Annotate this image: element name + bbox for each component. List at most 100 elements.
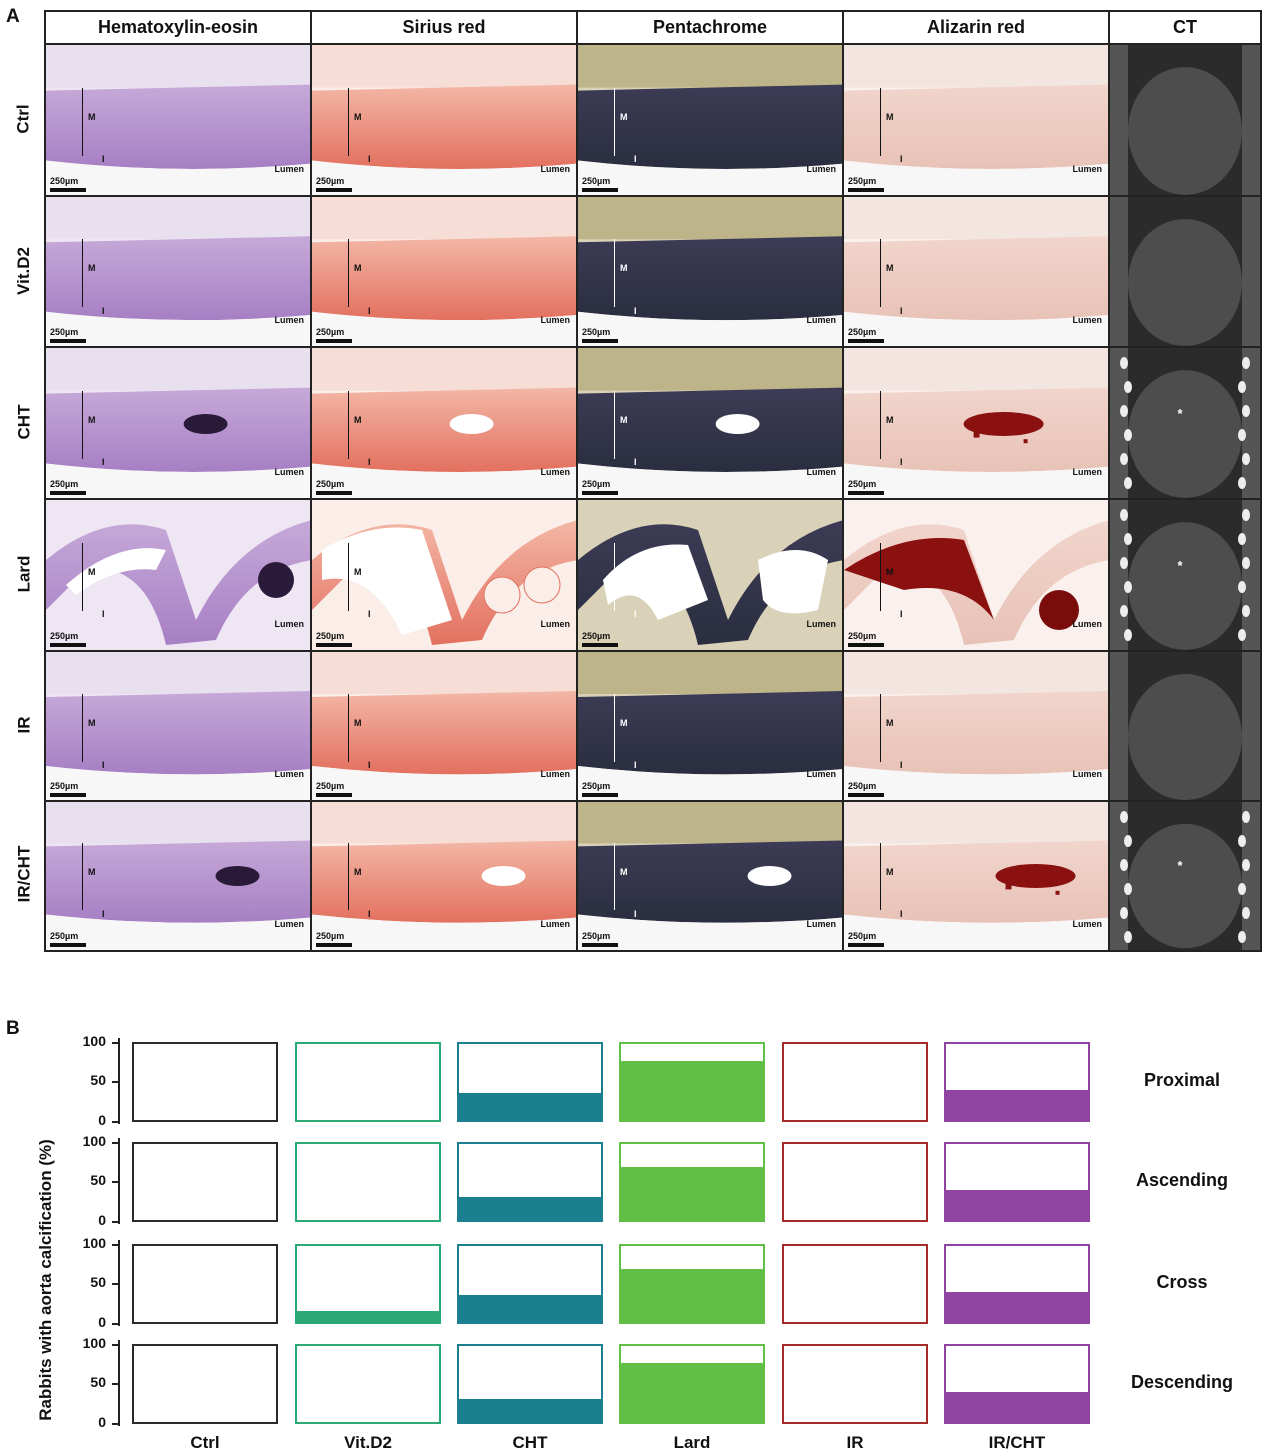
y-tick-label: 100	[82, 1335, 106, 1351]
column-header-3: Alizarin red	[844, 12, 1110, 45]
bar-cross-1	[295, 1244, 441, 1324]
scale-label: 250µm	[50, 631, 79, 641]
scale-bar	[316, 943, 352, 947]
image-3-3: M I Lumen 250µm	[844, 500, 1110, 652]
lumen-label: Lumen	[1072, 919, 1102, 930]
region-label-descending: Descending	[1130, 1372, 1234, 1392]
scale-bar	[50, 188, 86, 192]
bar-fill	[459, 1399, 601, 1422]
image-4-2: M I Lumen 250µm	[578, 652, 844, 802]
calcification-asterisk: *	[1177, 557, 1183, 573]
media-label: M	[88, 867, 96, 878]
scale-bar	[50, 943, 86, 947]
image-2-0: M I Lumen 250µm	[46, 348, 312, 500]
scale-bar	[50, 339, 86, 343]
scale-label: 250µm	[316, 176, 345, 186]
bar-descending-3	[619, 1344, 765, 1424]
calcification-asterisk: *	[1177, 405, 1183, 421]
media-label: M	[620, 111, 628, 122]
y-tick-mark	[112, 1142, 119, 1144]
media-marker	[614, 239, 615, 308]
bar-cross-4	[782, 1244, 928, 1324]
image-0-1: M I Lumen 250µm	[312, 45, 578, 197]
media-label: M	[354, 263, 362, 274]
bar-fill	[621, 1362, 763, 1422]
image-2-3: M I Lumen 250µm	[844, 348, 1110, 500]
image-1-2: M I Lumen 250µm	[578, 197, 844, 348]
image-1-4	[1110, 197, 1260, 348]
lumen-label: Lumen	[1072, 769, 1102, 779]
bar-fill	[459, 1093, 601, 1120]
scale-bar	[582, 643, 618, 647]
media-marker	[614, 542, 615, 611]
bar-fill	[297, 1310, 439, 1322]
bar-proximal-2	[457, 1042, 603, 1122]
scale-bar	[316, 491, 352, 495]
row-header-0: Ctrl	[14, 104, 33, 134]
media-label: M	[354, 718, 362, 728]
media-label: M	[886, 718, 894, 728]
media-label: M	[886, 111, 894, 122]
scale-label: 250µm	[316, 479, 345, 489]
lumen-label: Lumen	[274, 466, 304, 477]
image-5-4: *	[1110, 802, 1260, 950]
intima-label: I	[102, 908, 105, 919]
lumen-label: Lumen	[540, 466, 570, 477]
lumen-label: Lumen	[540, 769, 570, 779]
y-axis-label: Rabbits with aorta calcification (%)	[36, 1139, 55, 1421]
scale-label: 250µm	[848, 327, 877, 337]
bar-descending-0	[132, 1344, 278, 1424]
media-label: M	[886, 566, 894, 577]
bar-fill	[621, 1268, 763, 1322]
media-marker	[614, 843, 615, 911]
scale-bar	[316, 339, 352, 343]
bar-fill	[946, 1189, 1088, 1220]
lumen-label: Lumen	[806, 466, 836, 477]
media-marker	[348, 390, 349, 459]
media-marker	[82, 87, 83, 156]
intima-label: I	[102, 305, 105, 316]
intima-label: I	[368, 154, 371, 165]
media-label: M	[886, 867, 894, 878]
image-1-3: M I Lumen 250µm	[844, 197, 1110, 348]
media-marker	[614, 87, 615, 156]
scale-label: 250µm	[848, 631, 877, 641]
bar-descending-5	[944, 1344, 1090, 1424]
scale-bar	[582, 339, 618, 343]
row-header-5: IR/CHT	[14, 845, 34, 903]
image-0-4	[1110, 45, 1260, 197]
y-tick-mark	[112, 1081, 119, 1083]
scale-label: 250µm	[50, 327, 79, 337]
intima-label: I	[634, 154, 637, 165]
y-tick-label: 0	[98, 1314, 106, 1330]
image-4-0: M I Lumen 250µm	[46, 652, 312, 802]
bar-proximal-3	[619, 1042, 765, 1122]
lumen-label: Lumen	[540, 919, 570, 930]
bar-proximal-4	[782, 1042, 928, 1122]
image-5-0: M I Lumen 250µm	[46, 802, 312, 950]
scale-label: 250µm	[848, 931, 877, 941]
x-category-label: Vit.D2	[344, 1433, 392, 1452]
y-tick-mark	[112, 1121, 119, 1123]
image-5-1: M I Lumen 250µm	[312, 802, 578, 950]
y-tick-label: 0	[98, 1212, 106, 1228]
lumen-label: Lumen	[540, 314, 570, 325]
scale-label: 250µm	[316, 631, 345, 641]
y-tick-label: 0	[98, 1414, 106, 1430]
lumen-label: Lumen	[274, 618, 304, 629]
bar-descending-1	[295, 1344, 441, 1424]
y-tick-mark	[112, 1244, 119, 1246]
x-category-label: CHT	[512, 1433, 548, 1452]
image-2-1: M I Lumen 250µm	[312, 348, 578, 500]
y-axis-2	[118, 1240, 120, 1326]
media-label: M	[354, 867, 362, 878]
bar-ascending-5	[944, 1142, 1090, 1222]
intima-label: I	[634, 760, 637, 770]
scale-label: 250µm	[582, 931, 611, 941]
media-marker	[880, 390, 881, 459]
intima-label: I	[102, 457, 105, 468]
scale-label: 250µm	[582, 781, 611, 791]
image-0-0: M I Lumen 250µm	[46, 45, 312, 197]
row-header-3: Lard	[14, 555, 33, 593]
scale-bar	[582, 943, 618, 947]
